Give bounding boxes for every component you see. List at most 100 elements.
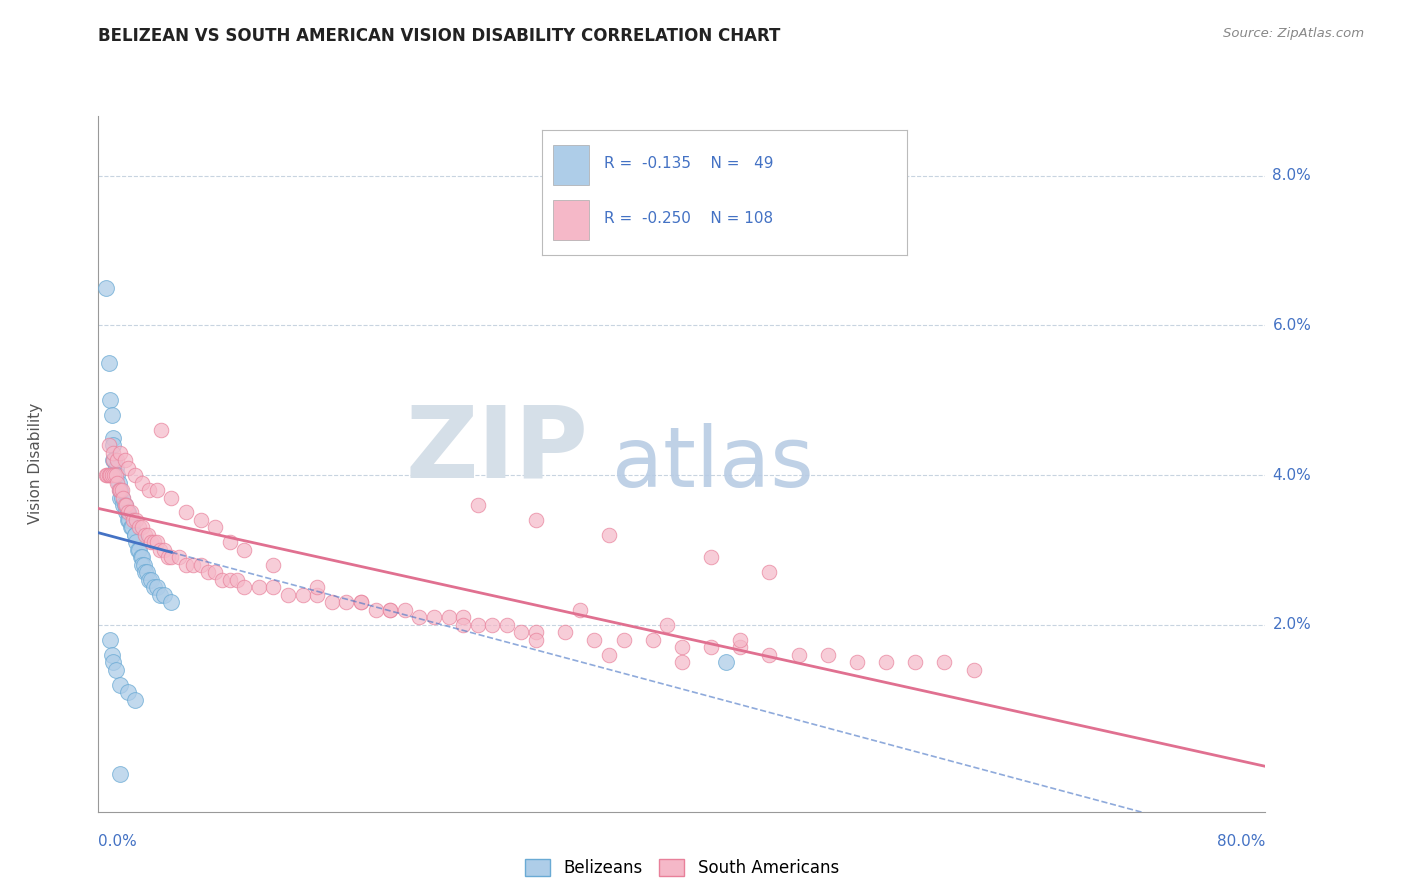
- Point: [394, 603, 416, 617]
- Point: [167, 550, 190, 565]
- Point: [467, 617, 489, 632]
- Point: [160, 550, 183, 565]
- Point: [101, 445, 124, 459]
- Point: [728, 632, 751, 647]
- Point: [149, 542, 172, 557]
- Point: [451, 610, 474, 624]
- Point: [110, 767, 132, 781]
- Point: [117, 460, 139, 475]
- Point: [153, 588, 176, 602]
- Point: [111, 491, 134, 505]
- Point: [108, 483, 131, 497]
- Point: [350, 595, 373, 609]
- Point: [467, 498, 489, 512]
- Point: [142, 535, 165, 549]
- Point: [233, 542, 256, 557]
- Text: ZIP: ZIP: [406, 401, 589, 499]
- Point: [226, 573, 249, 587]
- Text: 80.0%: 80.0%: [1218, 834, 1265, 849]
- Point: [197, 566, 219, 580]
- Point: [451, 617, 474, 632]
- Point: [128, 542, 150, 557]
- Text: Vision Disability: Vision Disability: [28, 403, 42, 524]
- Point: [138, 483, 160, 497]
- Point: [117, 685, 139, 699]
- Point: [100, 468, 122, 483]
- Text: R =  -0.250    N = 108: R = -0.250 N = 108: [605, 211, 773, 227]
- Text: 8.0%: 8.0%: [1272, 169, 1312, 184]
- Point: [437, 610, 460, 624]
- Point: [135, 566, 157, 580]
- Point: [233, 580, 256, 594]
- Text: R =  -0.135    N =   49: R = -0.135 N = 49: [605, 156, 773, 171]
- Point: [641, 632, 664, 647]
- Point: [120, 506, 142, 520]
- Point: [108, 475, 131, 490]
- Point: [138, 573, 160, 587]
- Point: [117, 513, 139, 527]
- Point: [204, 566, 226, 580]
- Point: [146, 483, 169, 497]
- Point: [117, 506, 139, 520]
- Point: [481, 617, 503, 632]
- Point: [262, 558, 284, 572]
- Point: [378, 603, 402, 617]
- Point: [157, 550, 180, 565]
- Point: [423, 610, 446, 624]
- Point: [117, 506, 139, 520]
- Point: [211, 573, 233, 587]
- Point: [115, 498, 138, 512]
- Point: [657, 617, 679, 632]
- Point: [758, 566, 780, 580]
- Point: [105, 468, 128, 483]
- Point: [218, 573, 240, 587]
- Point: [127, 542, 149, 557]
- Point: [103, 453, 125, 467]
- Point: [204, 520, 226, 534]
- Point: [103, 468, 125, 483]
- FancyBboxPatch shape: [553, 200, 589, 240]
- Point: [160, 595, 183, 609]
- Point: [125, 535, 148, 549]
- Point: [139, 535, 162, 549]
- Point: [583, 632, 606, 647]
- Point: [101, 453, 124, 467]
- Point: [124, 528, 146, 542]
- Point: [100, 408, 122, 422]
- Point: [190, 558, 212, 572]
- Point: [671, 655, 693, 669]
- Point: [728, 640, 751, 654]
- Text: 6.0%: 6.0%: [1272, 318, 1312, 333]
- Point: [114, 453, 136, 467]
- Point: [104, 468, 127, 483]
- FancyBboxPatch shape: [553, 145, 589, 186]
- Point: [101, 438, 124, 452]
- Point: [98, 468, 121, 483]
- Point: [904, 655, 927, 669]
- Point: [277, 588, 299, 602]
- Point: [845, 655, 868, 669]
- Text: Source: ZipAtlas.com: Source: ZipAtlas.com: [1223, 27, 1364, 40]
- Point: [524, 513, 547, 527]
- Point: [98, 632, 121, 647]
- Point: [174, 558, 197, 572]
- Point: [758, 648, 780, 662]
- Point: [321, 595, 343, 609]
- Point: [378, 603, 402, 617]
- Point: [97, 438, 120, 452]
- Point: [510, 625, 533, 640]
- Point: [124, 468, 146, 483]
- Point: [350, 595, 373, 609]
- Point: [98, 393, 121, 408]
- Text: BELIZEAN VS SOUTH AMERICAN VISION DISABILITY CORRELATION CHART: BELIZEAN VS SOUTH AMERICAN VISION DISABI…: [98, 27, 780, 45]
- Point: [247, 580, 270, 594]
- Point: [150, 423, 173, 437]
- Point: [875, 655, 897, 669]
- Point: [160, 491, 183, 505]
- Point: [495, 617, 517, 632]
- Point: [112, 491, 135, 505]
- Point: [146, 580, 169, 594]
- Point: [136, 528, 159, 542]
- Point: [131, 550, 153, 565]
- Point: [335, 595, 357, 609]
